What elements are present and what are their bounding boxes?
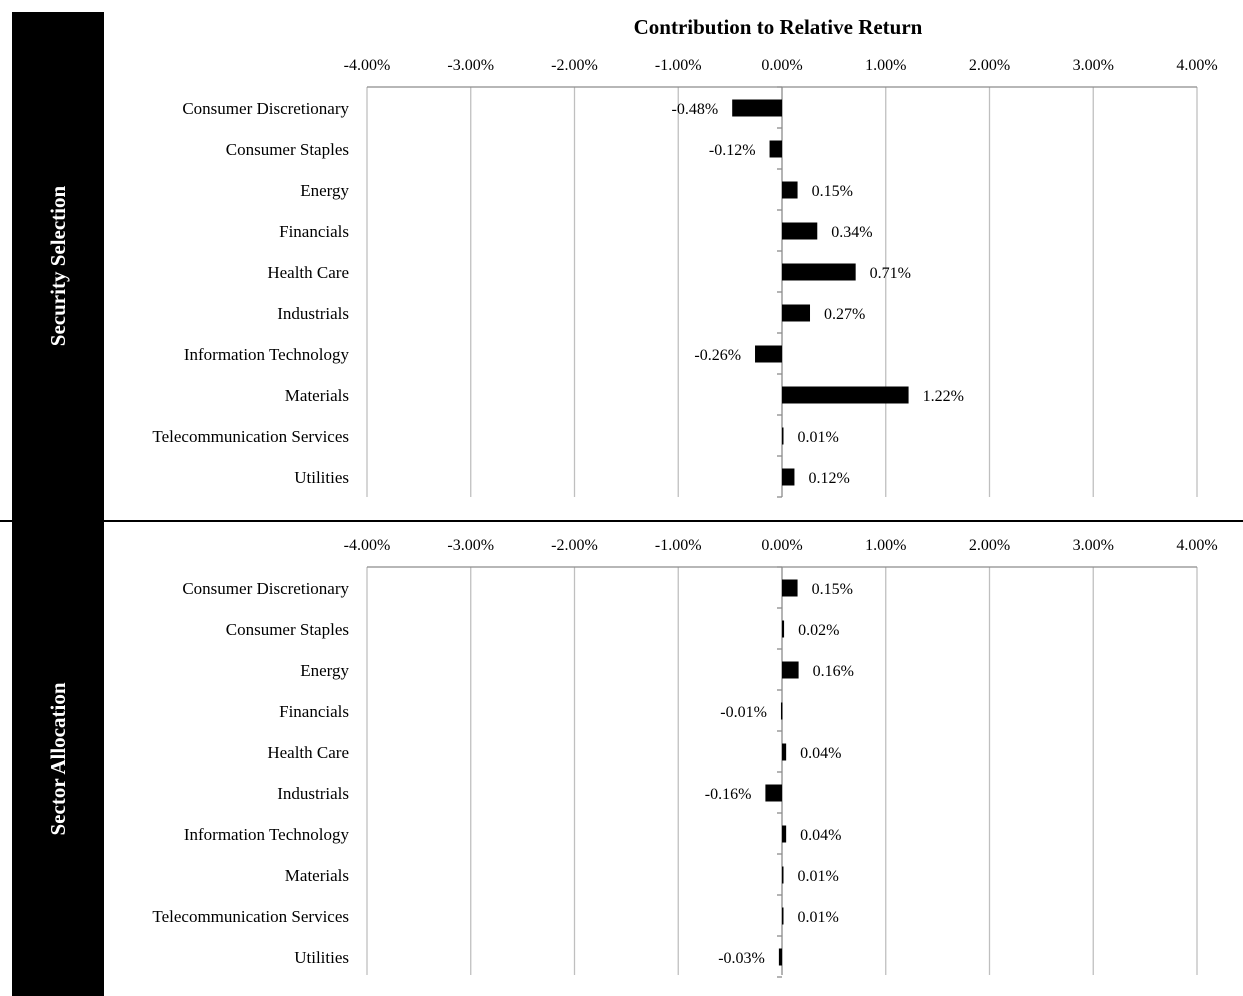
sector-allocation-bar-energy — [782, 661, 799, 679]
sector-allocation-x-tick-label: 0.00% — [761, 537, 802, 554]
security-selection-category-financials: Financials — [279, 222, 349, 241]
sector-allocation-bar-consumer-discretionary — [782, 579, 798, 597]
sector-allocation-data-label-materials: 0.01% — [798, 868, 839, 885]
sector-allocation-category-industrials: Industrials — [277, 784, 349, 803]
sector-allocation-x-tick-label: -1.00% — [655, 537, 702, 554]
sector-allocation-data-label-consumer-staples: 0.02% — [798, 622, 839, 639]
sector-allocation-category-information-technology: Information Technology — [184, 825, 350, 844]
security-selection-bar-energy — [782, 181, 798, 199]
security-selection-category-consumer-staples: Consumer Staples — [226, 140, 349, 159]
sector-allocation-data-label-information-technology: 0.04% — [800, 827, 841, 844]
security-selection-category-utilities: Utilities — [294, 468, 349, 487]
sector-allocation-category-materials: Materials — [285, 866, 349, 885]
sector-allocation-data-label-health-care: 0.04% — [800, 745, 841, 762]
sector-allocation-bar-materials — [782, 866, 784, 884]
sector-allocation-category-consumer-discretionary: Consumer Discretionary — [182, 579, 349, 598]
security-selection-side-bar — [12, 12, 104, 520]
security-selection-panel-label: Security Selection — [46, 185, 70, 346]
security-selection-x-tick-label: 4.00% — [1176, 57, 1217, 74]
security-selection-data-label-utilities: 0.12% — [808, 470, 849, 487]
security-selection-category-information-technology: Information Technology — [184, 345, 350, 364]
sector-allocation-x-tick-label: 3.00% — [1073, 537, 1114, 554]
security-selection-x-tick-label: 3.00% — [1073, 57, 1114, 74]
security-selection-category-consumer-discretionary: Consumer Discretionary — [182, 99, 349, 118]
sector-allocation-data-label-utilities: -0.03% — [718, 950, 765, 967]
security-selection-bar-information-technology — [755, 345, 782, 363]
sector-allocation-category-financials: Financials — [279, 702, 349, 721]
sector-allocation-data-label-telecommunication-services: 0.01% — [798, 909, 839, 926]
sector-allocation-x-tick-label: -4.00% — [344, 537, 391, 554]
sector-allocation-category-energy: Energy — [300, 661, 349, 680]
security-selection-data-label-consumer-discretionary: -0.48% — [672, 101, 719, 118]
security-selection-category-telecommunication-services: Telecommunication Services — [152, 427, 349, 446]
sector-allocation-category-health-care: Health Care — [267, 743, 349, 762]
sector-allocation-data-label-financials: -0.01% — [720, 704, 767, 721]
security-selection-data-label-industrials: 0.27% — [824, 306, 865, 323]
security-selection-bar-telecommunication-services — [782, 427, 784, 445]
security-selection-x-tick-label: -1.00% — [655, 57, 702, 74]
sector-allocation-category-telecommunication-services: Telecommunication Services — [152, 907, 349, 926]
sector-allocation-x-tick-label: -2.00% — [551, 537, 598, 554]
sector-allocation-panel-label: Sector Allocation — [46, 682, 70, 835]
sector-allocation-x-tick-label: 4.00% — [1176, 537, 1217, 554]
security-selection-category-materials: Materials — [285, 386, 349, 405]
sector-allocation-bar-telecommunication-services — [782, 907, 784, 925]
security-selection-bar-consumer-discretionary — [732, 99, 782, 117]
security-selection-x-tick-label: -2.00% — [551, 57, 598, 74]
security-selection-x-tick-label: 2.00% — [969, 57, 1010, 74]
security-selection-category-energy: Energy — [300, 181, 349, 200]
security-selection-x-tick-label: 1.00% — [865, 57, 906, 74]
security-selection-bar-industrials — [782, 304, 811, 322]
security-selection-data-label-information-technology: -0.26% — [694, 347, 741, 364]
sector-allocation-bar-utilities — [778, 948, 782, 966]
security-selection-category-health-care: Health Care — [267, 263, 349, 282]
security-selection-data-label-financials: 0.34% — [831, 224, 872, 241]
security-selection-bar-consumer-staples — [769, 140, 782, 158]
chart-title: Contribution to Relative Return — [634, 15, 923, 39]
sector-allocation-x-tick-label: 2.00% — [969, 537, 1010, 554]
sector-allocation-category-consumer-staples: Consumer Staples — [226, 620, 349, 639]
sector-allocation-bar-industrials — [765, 784, 782, 802]
sector-allocation-x-tick-label: -3.00% — [447, 537, 494, 554]
security-selection-data-label-health-care: 0.71% — [870, 265, 911, 282]
security-selection-bar-utilities — [782, 468, 795, 486]
sector-allocation-side-bar — [12, 522, 104, 996]
security-selection-bar-materials — [782, 386, 909, 404]
security-selection-x-tick-label: -3.00% — [447, 57, 494, 74]
security-selection-x-tick-label: -4.00% — [344, 57, 391, 74]
security-selection-x-tick-label: 0.00% — [761, 57, 802, 74]
security-selection-data-label-energy: 0.15% — [812, 183, 853, 200]
security-selection-bar-financials — [782, 222, 818, 240]
security-selection-data-label-consumer-staples: -0.12% — [709, 142, 756, 159]
sector-allocation-bar-information-technology — [782, 825, 787, 843]
sector-allocation-data-label-energy: 0.16% — [813, 663, 854, 680]
sector-allocation-data-label-consumer-discretionary: 0.15% — [812, 581, 853, 598]
sector-allocation-bar-financials — [780, 702, 783, 720]
sector-allocation-category-utilities: Utilities — [294, 948, 349, 967]
security-selection-bar-health-care — [782, 263, 856, 281]
sector-allocation-x-tick-label: 1.00% — [865, 537, 906, 554]
sector-allocation-bar-consumer-staples — [782, 620, 785, 638]
sector-allocation-bar-health-care — [782, 743, 787, 761]
security-selection-data-label-materials: 1.22% — [923, 388, 964, 405]
security-selection-category-industrials: Industrials — [277, 304, 349, 323]
security-selection-data-label-telecommunication-services: 0.01% — [798, 429, 839, 446]
sector-allocation-data-label-industrials: -0.16% — [705, 786, 752, 803]
